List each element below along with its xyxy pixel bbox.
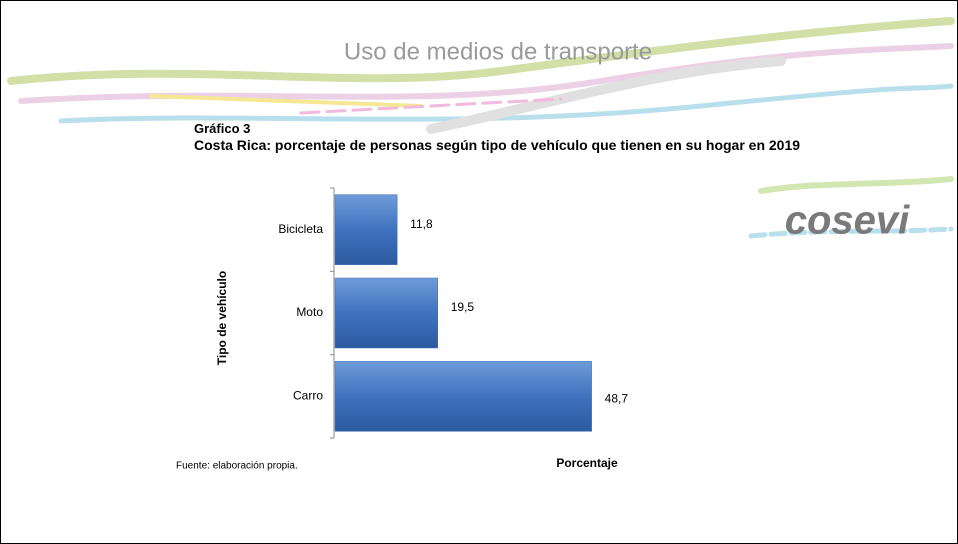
y-tick-label: Bicicleta	[278, 222, 323, 236]
bar	[334, 361, 592, 432]
y-axis-label: Tipo de vehículo	[215, 271, 229, 365]
y-tick-label: Moto	[296, 305, 323, 319]
y-tick-label: Carro	[293, 389, 323, 403]
chart-number: Gráfico 3	[194, 121, 251, 136]
chart-title: Gráfico 3 Costa Rica: porcentaje de pers…	[194, 120, 854, 154]
source-note: Fuente: elaboración propia.	[176, 461, 298, 472]
bar	[334, 277, 439, 349]
value-label: 19,5	[451, 300, 475, 314]
chart-title-text: Costa Rica: porcentaje de personas según…	[194, 137, 801, 153]
background-streaks	[7, 17, 955, 239]
logo: cosevi	[785, 199, 910, 243]
slide-title: Uso de medios de transporte	[344, 38, 652, 65]
bar	[334, 194, 398, 265]
value-label: 11,8	[410, 217, 433, 231]
x-axis-label: Porcentaje	[556, 456, 618, 470]
value-label: 48,7	[605, 392, 629, 406]
